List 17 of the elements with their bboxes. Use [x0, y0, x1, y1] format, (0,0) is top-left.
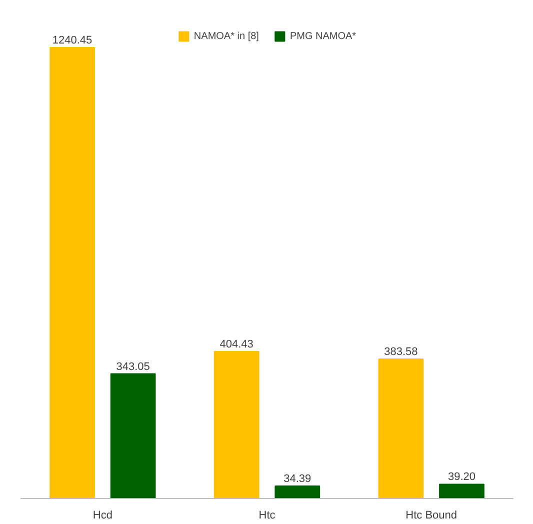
bar: [110, 373, 156, 498]
bar: [274, 486, 320, 498]
data-label: 343.05: [116, 360, 150, 373]
data-label: 39.20: [448, 471, 476, 484]
data-label: 1240.45: [52, 34, 92, 47]
data-label: 383.58: [384, 346, 418, 358]
x-tick-label: Htc Bound: [406, 510, 458, 522]
data-label: 34.39: [284, 473, 312, 485]
legend-label: NAMOA* in [8]: [194, 30, 259, 42]
bar: [378, 358, 424, 498]
data-label: 404.43: [220, 338, 254, 350]
x-tick-label: Htc: [258, 510, 276, 522]
legend-label: PMG NAMOA*: [290, 30, 356, 42]
x-tick-label: Hcd: [92, 510, 112, 522]
bar: [439, 484, 484, 498]
bar: [214, 350, 260, 498]
bar: [50, 47, 95, 498]
